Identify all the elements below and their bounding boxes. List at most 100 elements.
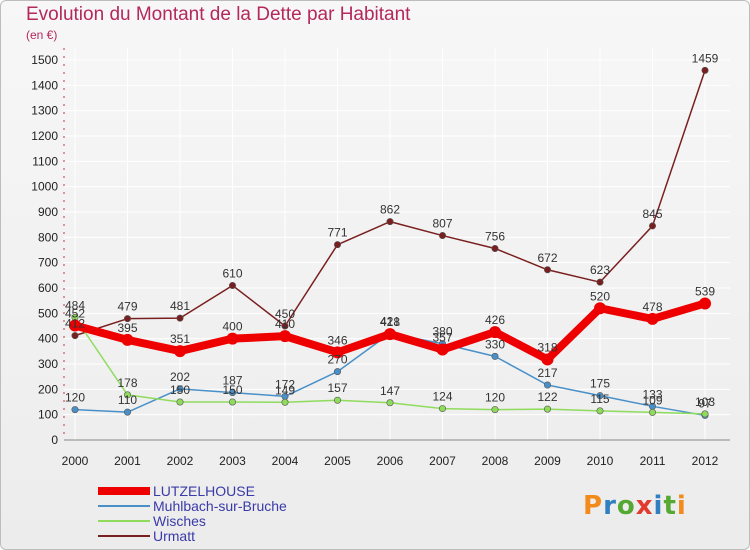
data-label-muhlbach-sur-bruche: 421 [380,314,400,328]
data-point-lutzelhouse [384,328,396,341]
data-point-muhlbach-sur-bruche [71,406,79,414]
y-tick-label: 1500 [31,53,58,67]
legend-label: Urmatt [153,528,195,544]
data-label-urmatt: 845 [642,207,662,221]
data-label-urmatt: 862 [380,203,400,217]
x-tick-label: 2007 [429,454,456,468]
data-point-wisches [543,405,551,413]
data-label-lutzelhouse: 351 [170,332,190,346]
x-tick-label: 2002 [167,454,194,468]
legend-swatch [98,520,150,522]
y-tick-label: 600 [38,281,58,295]
data-label-wisches: 122 [537,390,557,404]
y-tick-label: 200 [38,382,58,396]
data-label-muhlbach-sur-bruche: 217 [537,366,557,380]
data-label-urmatt: 481 [170,299,190,313]
data-label-lutzelhouse: 539 [695,284,715,298]
data-point-lutzelhouse [699,297,711,310]
data-point-muhlbach-sur-bruche [491,352,499,360]
y-tick-label: 500 [38,306,58,320]
data-point-wisches [701,410,709,418]
chart-title: Evolution du Montant de la Dette par Hab… [26,4,411,25]
x-tick-label: 2011 [640,454,666,468]
x-tick-label: 2005 [324,454,351,468]
data-label-urmatt: 1459 [692,51,719,65]
logo-letter: i [676,491,687,521]
y-tick-label: 300 [38,357,58,371]
data-label-lutzelhouse: 418 [380,315,400,329]
data-point-wisches [229,398,237,406]
data-point-wisches [124,391,132,399]
data-point-urmatt [701,66,709,74]
data-point-lutzelhouse [436,343,449,356]
data-label-wisches: 120 [485,391,505,405]
data-point-muhlbach-sur-bruche [596,392,604,400]
data-point-wisches [491,406,499,414]
data-label-lutzelhouse: 410 [275,317,295,331]
data-label-wisches: 157 [327,381,347,395]
data-point-lutzelhouse [331,346,344,359]
legend-swatch [98,535,150,537]
legend-label: Wisches [153,513,206,529]
y-tick-label: 1400 [31,78,58,92]
data-label-urmatt: 412 [65,317,85,331]
data-point-urmatt [124,315,132,323]
data-label-wisches: 103 [695,395,715,409]
data-label-lutzelhouse: 520 [590,289,610,303]
y-tick-label: 1000 [31,180,58,194]
legend-swatch [98,505,150,507]
data-point-urmatt [491,244,499,252]
proxiti-logo: Proxiti [583,491,687,521]
y-tick-label: 700 [38,256,58,270]
x-tick-label: 2004 [272,454,299,468]
data-label-urmatt: 672 [537,251,557,265]
x-tick-label: 2012 [692,454,719,468]
data-point-urmatt [386,218,394,226]
data-label-urmatt: 450 [275,307,295,321]
x-tick-label: 2001 [114,454,141,468]
data-label-urmatt: 756 [485,229,505,243]
data-label-muhlbach-sur-bruche: 187 [222,374,242,388]
data-point-muhlbach-sur-bruche [333,368,341,376]
logo-letter: x [635,491,654,521]
data-label-urmatt: 807 [432,217,452,231]
y-tick-label: 800 [38,230,58,244]
logo-letter: o [616,491,636,521]
data-label-lutzelhouse: 346 [327,333,347,347]
data-label-urmatt: 610 [222,266,242,280]
data-point-muhlbach-sur-bruche [543,381,551,389]
data-label-lutzelhouse: 318 [537,340,557,354]
data-label-lutzelhouse: 426 [485,313,505,327]
data-point-lutzelhouse [541,353,554,366]
y-tick-label: 900 [38,205,58,219]
data-label-wisches: 149 [275,383,295,397]
data-label-wisches: 147 [380,384,400,398]
data-point-lutzelhouse [279,330,291,343]
data-point-urmatt [438,232,446,240]
data-label-wisches: 109 [642,393,662,407]
data-label-wisches: 115 [590,392,609,406]
data-point-wisches [386,399,394,407]
data-point-urmatt [176,314,184,322]
data-label-wisches: 178 [117,376,137,390]
data-label-urmatt: 479 [117,300,137,314]
data-point-urmatt [543,266,551,274]
data-label-muhlbach-sur-bruche: 133 [642,387,662,401]
data-label-lutzelhouse: 452 [65,306,85,320]
data-point-urmatt [648,222,656,230]
data-point-lutzelhouse [646,312,659,325]
data-label-lutzelhouse: 400 [222,320,242,334]
data-label-urmatt: 771 [327,226,347,240]
y-tick-label: 400 [38,332,58,346]
data-label-muhlbach-sur-bruche: 330 [485,337,505,351]
data-point-muhlbach-sur-bruche [124,408,132,416]
data-point-wisches [333,396,341,404]
data-point-lutzelhouse [121,333,134,346]
data-label-muhlbach-sur-bruche: 270 [327,353,347,367]
data-point-urmatt [281,322,289,330]
data-point-urmatt [596,278,604,286]
data-label-urmatt: 623 [590,263,610,277]
legend-label: Muhlbach-sur-Bruche [153,498,287,514]
data-label-wisches: 124 [432,390,452,404]
x-tick-label: 2006 [377,454,404,468]
